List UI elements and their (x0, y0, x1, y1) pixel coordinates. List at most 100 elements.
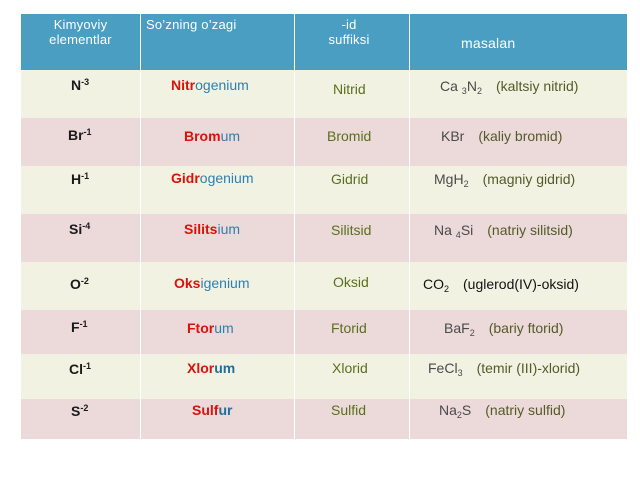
formula-part: MgH (434, 171, 464, 187)
header-root: So’zning o’zagi (146, 17, 237, 32)
formula-part: KBr (441, 128, 465, 144)
oxidation-state: -1 (79, 319, 88, 329)
header-elements: Kimyoviy elementlar (21, 17, 140, 48)
element-symbol: O-2 (70, 276, 89, 292)
name-rest: igenium (200, 275, 250, 291)
element-symbol: H-1 (71, 171, 89, 187)
element-symbol: Si-4 (69, 221, 90, 237)
formula-part: Si (460, 222, 474, 238)
latin-name: Ftorum (187, 320, 234, 336)
formula: MgH2 (434, 171, 469, 189)
example-compound: BaF2 (bariy ftorid) (444, 320, 563, 338)
example-compound: MgH2 (magniy gidrid) (434, 171, 575, 189)
id-suffix-name: Silitsid (331, 222, 372, 238)
latin-name: Sulfur (192, 402, 232, 418)
formula-part: FeCl (428, 360, 458, 376)
element-symbol: F-1 (71, 319, 88, 335)
header-suffix-line: suffiksi (328, 31, 370, 47)
compound-name: (temir (III)-xlorid) (476, 360, 581, 376)
column-divider (294, 14, 295, 439)
oxidation-state: -1 (81, 171, 90, 181)
example-compound: Ca 3N2 (kaltsiy nitrid) (440, 78, 578, 96)
name-rest: ogenium (195, 77, 249, 93)
compound-name: (magniy gidrid) (482, 171, 576, 187)
element-symbol: Br-1 (68, 127, 92, 143)
latin-name: Gidrogenium (171, 170, 253, 186)
name-rest: ium (217, 221, 241, 237)
id-suffix-name: Oksid (333, 274, 369, 290)
id-suffix-name: Bromid (327, 128, 372, 144)
id-suffix-name: Ftorid (331, 320, 367, 336)
formula-part: CO (423, 276, 444, 292)
name-stem: Sulf (192, 402, 219, 418)
header-example: masalan (461, 35, 516, 51)
formula-part: S (461, 402, 472, 418)
latin-name: Oksigenium (174, 275, 250, 291)
name-rest: ogenium (199, 170, 254, 186)
element-letter: Cl (69, 361, 83, 377)
element-letter: H (71, 171, 82, 187)
oxidation-state: -4 (82, 221, 91, 231)
formula-part: Na (439, 402, 457, 418)
formula-subscript: 2 (463, 179, 469, 189)
formula: KBr (441, 128, 464, 144)
formula: Ca 3N2 (440, 78, 482, 96)
name-stem: Ftor (187, 320, 215, 336)
element-letter: O (70, 276, 81, 292)
oxidation-state: -2 (80, 403, 89, 413)
compound-name: (natriy silitsid) (487, 222, 573, 238)
id-suffix-name: Nitrid (333, 81, 366, 97)
oxidation-state: -3 (81, 77, 90, 87)
name-stem: Xlor (187, 360, 215, 376)
element-letter: F (71, 319, 80, 335)
id-suffix-name: Xlorid (332, 360, 368, 376)
compound-name: (bariy ftorid) (488, 320, 564, 336)
latin-name: Bromum (184, 128, 240, 144)
name-stem: Silits (184, 221, 218, 237)
name-rest: um (220, 128, 241, 144)
element-letter: Br (68, 127, 84, 143)
formula-subscript: 2 (456, 410, 462, 420)
formula-subscript: 2 (469, 328, 475, 338)
formula-part: Ca (440, 78, 462, 94)
formula-part: BaF (444, 320, 470, 336)
compound-name: (kaliy bromid) (478, 128, 563, 144)
example-compound: Na2S (natriy sulfid) (439, 402, 565, 420)
row-band (21, 399, 627, 440)
header-suffix: -id suffiksi (299, 17, 399, 48)
element-letter: N (71, 77, 82, 93)
oxidation-state: -1 (83, 127, 92, 137)
row-band (21, 262, 627, 311)
column-divider (409, 14, 410, 439)
name-stem: Brom (184, 128, 221, 144)
compound-name: (uglerod(IV)-oksid) (463, 276, 579, 292)
header-elements-line: elementlar (49, 31, 112, 47)
compound-name: (natriy sulfid) (485, 402, 566, 418)
id-suffix-name: Sulfid (331, 402, 367, 418)
name-rest: um (214, 320, 234, 336)
element-naming-table: Kimyoviy elementlar So’zning o’zagi -id … (21, 14, 627, 440)
name-rest: ur (218, 402, 233, 418)
element-symbol: N-3 (71, 77, 89, 93)
name-stem: Gidr (171, 170, 200, 186)
name-stem: Oks (174, 275, 201, 291)
formula: FeCl3 (428, 360, 463, 378)
name-stem: Nitr (171, 77, 196, 93)
formula-subscript: 3 (457, 368, 463, 378)
oxidation-state: -1 (83, 361, 92, 371)
latin-name: Nitrogenium (171, 77, 249, 93)
compound-name: (kaltsiy nitrid) (495, 78, 579, 94)
column-divider (140, 14, 141, 439)
formula-subscript: 3 (461, 86, 467, 96)
formula-subscript: 4 (455, 230, 461, 240)
formula: Na2S (439, 402, 472, 420)
example-compound: FeCl3 (temir (III)-xlorid) (428, 360, 580, 378)
element-letter: Si (69, 221, 83, 237)
example-compound: KBr (kaliy bromid) (441, 128, 562, 144)
header-suffix-line: -id (341, 17, 357, 32)
id-suffix-name: Gidrid (331, 171, 369, 187)
latin-name: Xlorum (187, 360, 235, 376)
latin-name: Silitsium (184, 221, 240, 237)
example-compound: CO2 (uglerod(IV)-oksid) (423, 276, 579, 294)
formula-subscript: 2 (444, 284, 450, 294)
